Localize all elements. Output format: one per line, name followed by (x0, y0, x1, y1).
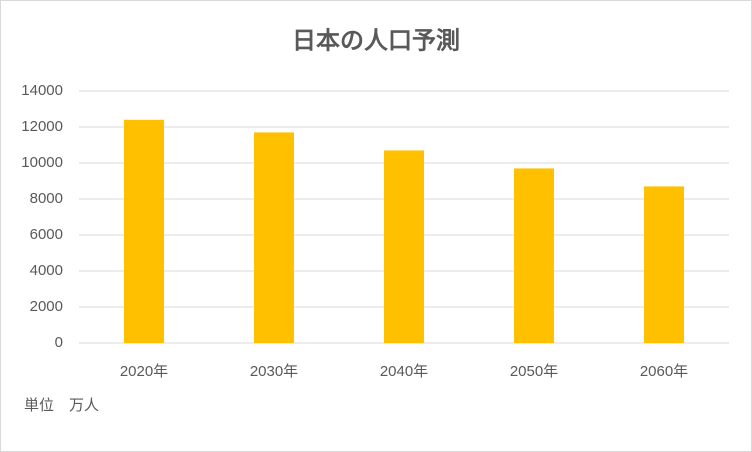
x-tick-label: 2040年 (380, 363, 428, 380)
x-tick-label: 2050年 (510, 363, 558, 380)
y-tick-label: 2000 (30, 298, 63, 315)
x-tick-label: 2020年 (120, 363, 168, 380)
y-tick-label: 4000 (30, 262, 63, 279)
y-tick-label: 0 (55, 334, 63, 351)
y-tick-label: 6000 (30, 226, 63, 243)
y-tick-label: 10000 (21, 154, 63, 171)
y-tick-label: 8000 (30, 190, 63, 207)
bar (384, 150, 424, 343)
bar (254, 132, 294, 343)
chart-title: 日本の人口予測 (292, 26, 460, 54)
bar (644, 186, 684, 343)
y-tick-label: 14000 (21, 82, 63, 99)
y-tick-label: 12000 (21, 118, 63, 135)
bar (514, 168, 554, 343)
annotation: 単位 万人 (24, 397, 99, 414)
x-tick-label: 2060年 (640, 363, 688, 380)
x-tick-label: 2030年 (250, 363, 298, 380)
bar (124, 119, 164, 343)
